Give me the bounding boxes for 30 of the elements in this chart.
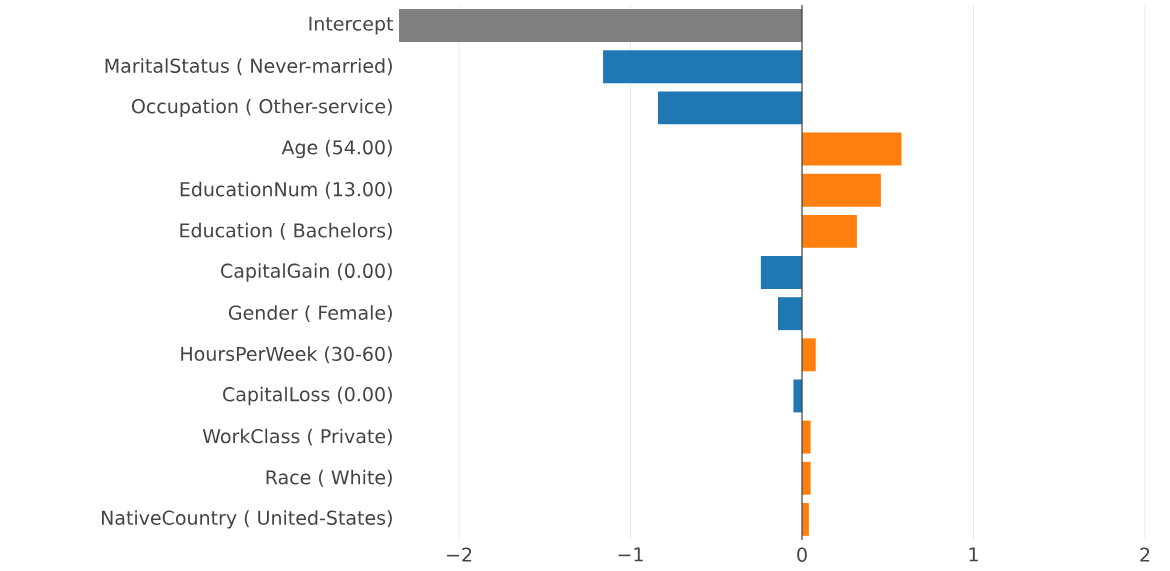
y-tick-label: Occupation ( Other-service) [132, 98, 392, 118]
y-tick-label: EducationNum (13.00) [180, 181, 392, 199]
y-tick-label: MaritalStatus ( Never-married) [105, 58, 392, 76]
bar [760, 256, 803, 289]
y-tick-label: Gender ( Female) [228, 305, 392, 323]
y-tick-label: Education ( Bachelors) [180, 222, 392, 240]
bar [802, 461, 811, 495]
y-tick-label: NativeCountry ( United-States) [101, 510, 392, 529]
y-tick-label: CapitalGain (0.00) [221, 263, 392, 282]
bar [657, 91, 803, 125]
x-tick-label: −2 [447, 547, 472, 562]
bar [603, 50, 803, 84]
bar [802, 214, 857, 248]
y-tick-label: Intercept [309, 16, 394, 35]
x-tick-label: 1 [969, 547, 978, 562]
bar [802, 420, 811, 454]
y-tick-label: CapitalLoss (0.00) [223, 386, 392, 406]
bar [778, 297, 803, 331]
y-tick-label: Age (54.00) [281, 139, 392, 159]
bar [802, 132, 902, 166]
y-tick-label: Race ( White) [266, 469, 392, 487]
x-tick-label: 0 [797, 547, 807, 562]
y-tick-label: HoursPerWeek (30-60) [181, 346, 392, 364]
bar [802, 173, 881, 207]
x-tick-label: 2 [1140, 547, 1150, 562]
bar [399, 9, 803, 43]
x-tick-label: −1 [618, 547, 643, 562]
bar [802, 338, 816, 372]
y-tick-label: WorkClass ( Private) [202, 428, 392, 446]
bar [793, 379, 803, 413]
